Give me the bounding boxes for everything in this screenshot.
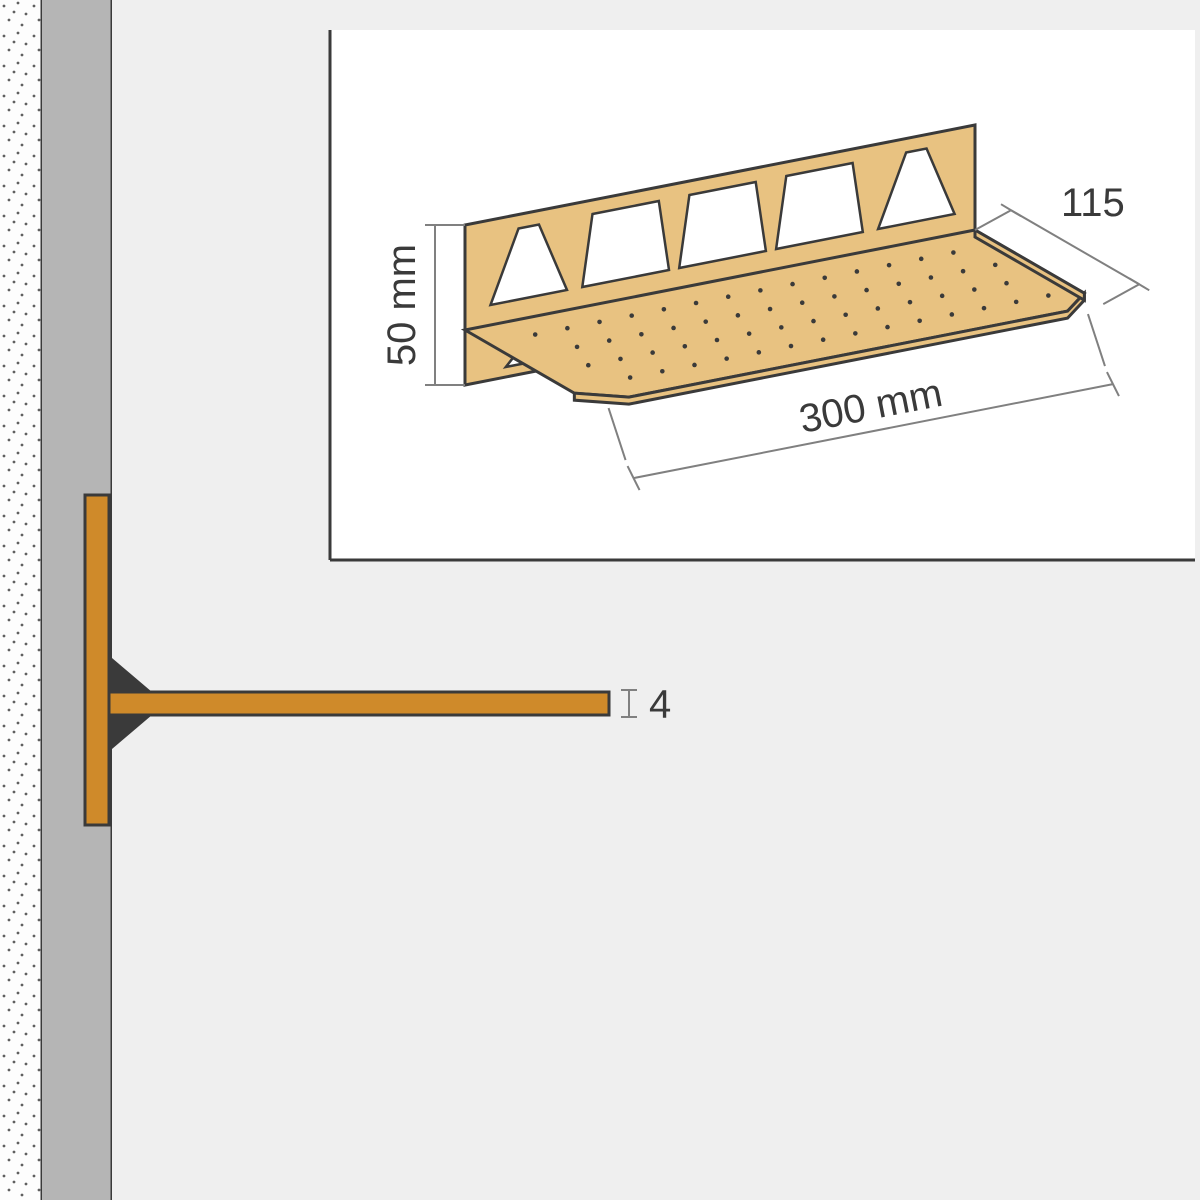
thickness-label: 4: [649, 683, 671, 727]
shelf-diagram: 450 mm300 mm115: [0, 0, 1200, 1200]
dim-height-label: 50 mm: [380, 244, 424, 366]
dim-depth-label: 115: [1061, 181, 1125, 225]
